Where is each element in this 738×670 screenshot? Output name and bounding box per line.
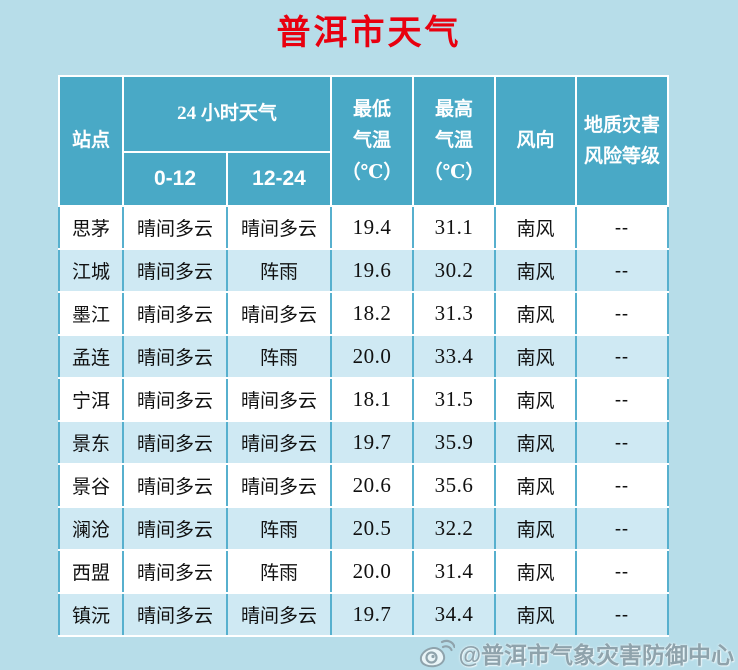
table-row: 澜沧 晴间多云 阵雨 20.5 32.2 南风 -- [58, 506, 670, 551]
weather-12-24-cell: 晴间多云 [225, 592, 333, 637]
wind-cell: 南风 [494, 334, 578, 379]
weather-0-12-cell: 晴间多云 [122, 334, 228, 379]
station-cell: 镇沅 [58, 592, 124, 637]
header-min-temp: 最低 气温 （℃） [330, 75, 415, 207]
max-temp-cell: 31.1 [412, 205, 497, 250]
weather-12-24-cell: 阵雨 [225, 334, 333, 379]
wind-cell: 南风 [494, 592, 578, 637]
risk-cell: -- [575, 592, 670, 637]
header-geo-risk: 地质灾害 风险等级 [575, 75, 670, 207]
page-title: 普洱市天气 [276, 15, 462, 52]
weather-0-12-cell: 晴间多云 [122, 377, 228, 422]
wind-cell: 南风 [494, 463, 578, 508]
wind-cell: 南风 [494, 506, 578, 551]
weather-12-24-cell: 晴间多云 [225, 463, 333, 508]
header-sub-12-24: 12-24 [225, 151, 333, 207]
station-cell: 宁洱 [58, 377, 124, 422]
weather-0-12-cell: 晴间多云 [122, 248, 228, 293]
max-temp-cell: 34.4 [412, 592, 497, 637]
weather-12-24-cell: 阵雨 [225, 506, 333, 551]
wind-cell: 南风 [494, 377, 578, 422]
risk-cell: -- [575, 334, 670, 379]
weather-0-12-cell: 晴间多云 [122, 506, 228, 551]
max-temp-cell: 31.4 [412, 549, 497, 594]
min-temp-cell: 20.0 [330, 334, 415, 379]
station-cell: 江城 [58, 248, 124, 293]
table-row: 孟连 晴间多云 阵雨 20.0 33.4 南风 -- [58, 334, 670, 379]
header-station: 站点 [58, 75, 124, 207]
watermark-text: @普洱市气象灾害防御中心 [458, 642, 734, 668]
max-temp-cell: 33.4 [412, 334, 497, 379]
wind-cell: 南风 [494, 205, 578, 250]
risk-cell: -- [575, 420, 670, 465]
station-cell: 澜沧 [58, 506, 124, 551]
weather-0-12-cell: 晴间多云 [122, 549, 228, 594]
risk-cell: -- [575, 377, 670, 422]
weather-12-24-cell: 晴间多云 [225, 205, 333, 250]
max-temp-cell: 35.6 [412, 463, 497, 508]
max-temp-cell: 31.5 [412, 377, 497, 422]
risk-cell: -- [575, 291, 670, 336]
max-temp-cell: 32.2 [412, 506, 497, 551]
min-temp-cell: 20.6 [330, 463, 415, 508]
weather-12-24-cell: 晴间多云 [225, 377, 333, 422]
weather-12-24-cell: 晴间多云 [225, 291, 333, 336]
min-temp-cell: 20.0 [330, 549, 415, 594]
station-cell: 西盟 [58, 549, 124, 594]
header-sub-0-12: 0-12 [122, 151, 228, 207]
wind-cell: 南风 [494, 248, 578, 293]
risk-cell: -- [575, 506, 670, 551]
table-row: 墨江 晴间多云 晴间多云 18.2 31.3 南风 -- [58, 291, 670, 336]
station-cell: 思茅 [58, 205, 124, 250]
weibo-icon [419, 638, 455, 668]
max-temp-cell: 35.9 [412, 420, 497, 465]
risk-cell: -- [575, 549, 670, 594]
risk-cell: -- [575, 463, 670, 508]
risk-cell: -- [575, 248, 670, 293]
table-row: 宁洱 晴间多云 晴间多云 18.1 31.5 南风 -- [58, 377, 670, 422]
table-row: 景谷 晴间多云 晴间多云 20.6 35.6 南风 -- [58, 463, 670, 508]
weibo-watermark: @普洱市气象灾害防御中心 [419, 636, 734, 670]
weather-12-24-cell: 阵雨 [225, 549, 333, 594]
max-temp-cell: 30.2 [412, 248, 497, 293]
min-temp-cell: 18.1 [330, 377, 415, 422]
weather-0-12-cell: 晴间多云 [122, 291, 228, 336]
weather-12-24-cell: 晴间多云 [225, 420, 333, 465]
station-cell: 墨江 [58, 291, 124, 336]
table-row: 思茅 晴间多云 晴间多云 19.4 31.1 南风 -- [58, 205, 670, 250]
weather-0-12-cell: 晴间多云 [122, 205, 228, 250]
weather-0-12-cell: 晴间多云 [122, 592, 228, 637]
weather-table: 站点 24 小时天气 最低 气温 （℃） 最高 气温 （℃） 风向 地质灾害 风… [58, 75, 670, 637]
weather-0-12-cell: 晴间多云 [122, 420, 228, 465]
table-row: 景东 晴间多云 晴间多云 19.7 35.9 南风 -- [58, 420, 670, 465]
min-temp-cell: 19.7 [330, 592, 415, 637]
min-temp-cell: 18.2 [330, 291, 415, 336]
risk-cell: -- [575, 205, 670, 250]
weather-0-12-cell: 晴间多云 [122, 463, 228, 508]
station-cell: 孟连 [58, 334, 124, 379]
max-temp-cell: 31.3 [412, 291, 497, 336]
station-cell: 景东 [58, 420, 124, 465]
min-temp-cell: 19.7 [330, 420, 415, 465]
min-temp-cell: 19.6 [330, 248, 415, 293]
wind-cell: 南风 [494, 291, 578, 336]
table-row: 江城 晴间多云 阵雨 19.6 30.2 南风 -- [58, 248, 670, 293]
header-24h-weather: 24 小时天气 [121, 75, 333, 153]
header-wind: 风向 [494, 75, 578, 207]
wind-cell: 南风 [494, 549, 578, 594]
min-temp-cell: 20.5 [330, 506, 415, 551]
table-row: 西盟 晴间多云 阵雨 20.0 31.4 南风 -- [58, 549, 670, 594]
wind-cell: 南风 [494, 420, 578, 465]
min-temp-cell: 19.4 [330, 205, 415, 250]
table-row: 镇沅 晴间多云 晴间多云 19.7 34.4 南风 -- [58, 592, 670, 637]
header-max-temp: 最高 气温 （℃） [412, 75, 497, 207]
station-cell: 景谷 [58, 463, 124, 508]
weather-12-24-cell: 阵雨 [225, 248, 333, 293]
